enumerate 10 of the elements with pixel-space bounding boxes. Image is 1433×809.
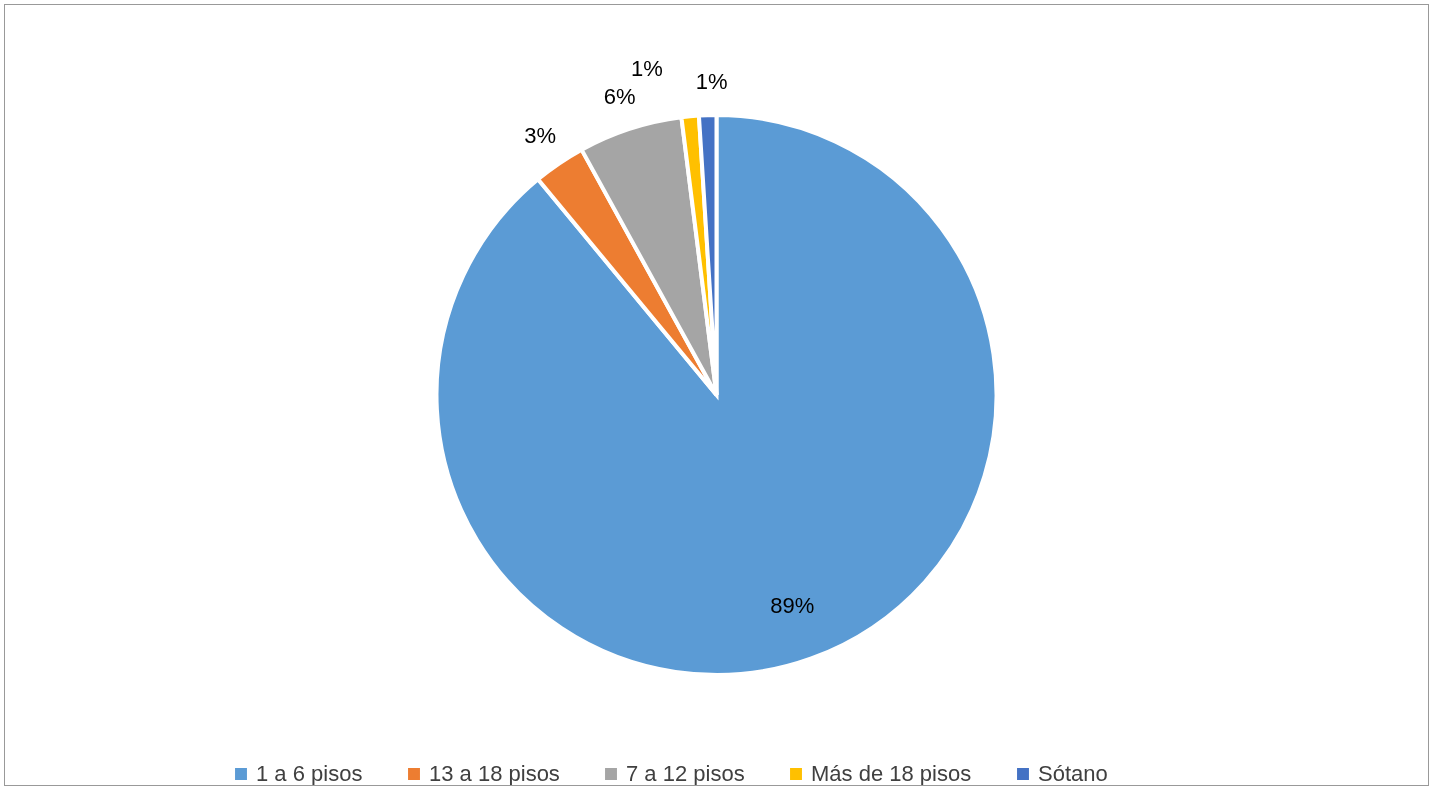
data-label: 6% [603,83,636,109]
data-label: 1% [631,55,663,81]
data-label: 1% [695,68,728,94]
legend-label: 7 a 12 pisos [626,761,745,786]
legend-label: Sótano [1038,761,1108,786]
legend-label: 13 a 18 pisos [429,761,560,786]
data-label: 89% [770,592,815,618]
legend-label: Más de 18 pisos [811,761,972,786]
legend-label: 1 a 6 pisos [256,761,363,786]
data-label: 3% [524,122,557,148]
